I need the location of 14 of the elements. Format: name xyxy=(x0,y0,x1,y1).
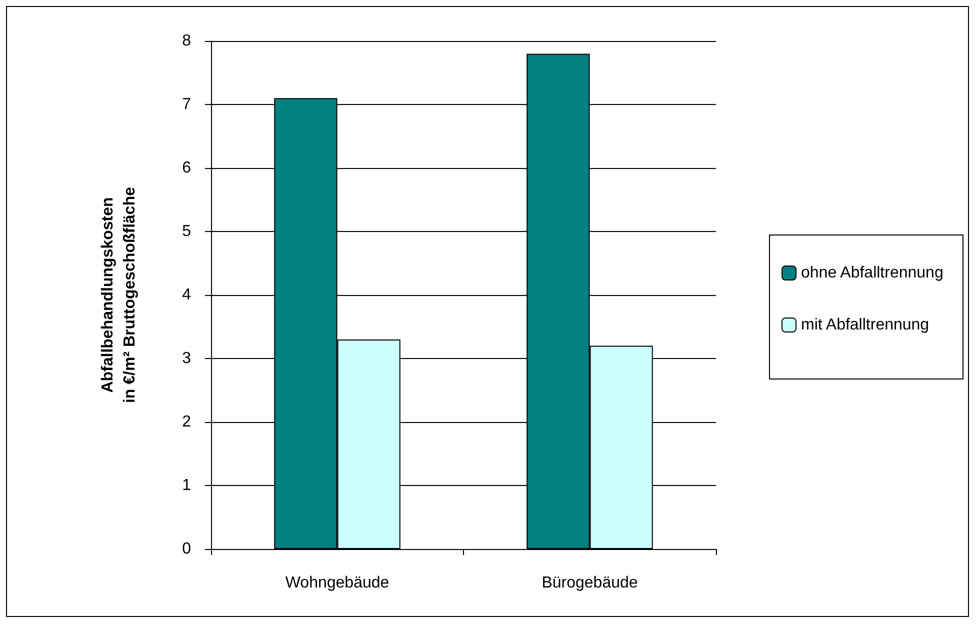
y-tick-label: 0 xyxy=(182,540,192,558)
legend-label: mit Abfalltrennung xyxy=(801,316,930,334)
y-tick-label: 8 xyxy=(182,32,192,50)
y-tick-label: 6 xyxy=(182,160,192,176)
y-tick-label: 2 xyxy=(182,414,192,430)
y-tick-label: 7 xyxy=(182,96,192,113)
y-tick-label: 5 xyxy=(182,223,192,240)
x-tick-label: Bürogebäude xyxy=(542,574,638,592)
y-axis-title: Abfallbehandlungskosten in €/m² Bruttogeschoßfläche xyxy=(100,186,138,404)
y-tick-label: 1 xyxy=(182,477,192,494)
y-tick-label: 4 xyxy=(182,286,192,304)
legend-label: ohne Abfalltrennung xyxy=(801,264,944,282)
y-tick-label: 3 xyxy=(182,350,192,367)
x-tick-label: Wohngebäude xyxy=(285,574,390,592)
